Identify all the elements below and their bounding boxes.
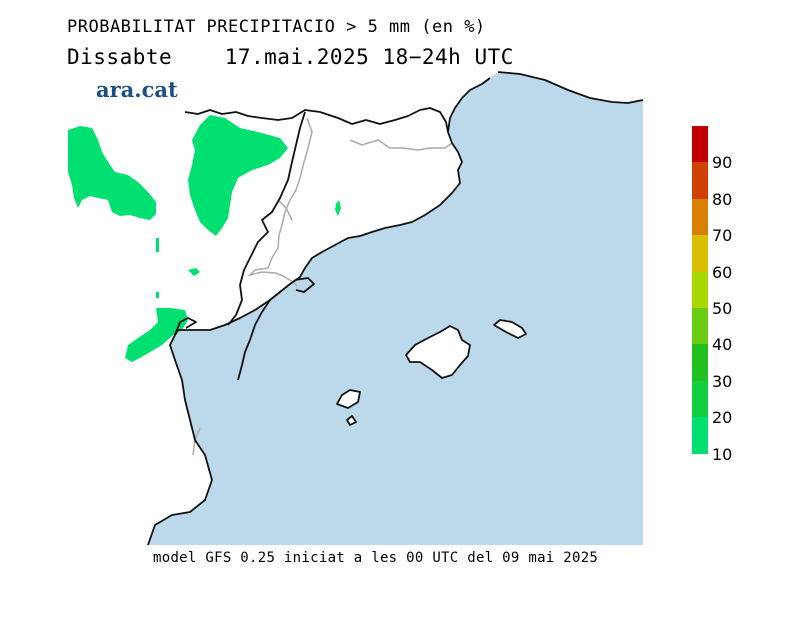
- legend-label-20: 20: [712, 408, 733, 428]
- ara-cat-logo[interactable]: ara.cat: [96, 77, 178, 102]
- map-title: PROBABILITAT PRECIPITACIO > 5 mm (en %): [67, 17, 486, 37]
- precip-speck-2: [156, 238, 159, 252]
- precip-area-west: [125, 308, 188, 362]
- legend-label-80: 80: [712, 189, 733, 209]
- precip-speck-4: [335, 200, 341, 216]
- valencia-border: [237, 299, 271, 381]
- legend-swatch-20: [692, 380, 708, 418]
- precip-area-northwest: [68, 126, 156, 220]
- legend-swatch-50: [692, 271, 708, 308]
- mallorca: [405, 325, 471, 379]
- legend-swatch-60: [692, 235, 708, 272]
- precip-speck-1: [156, 292, 159, 298]
- legend-label-60: 60: [712, 262, 733, 282]
- coastlines-and-borders: [147, 71, 644, 546]
- legend-swatch-10: [692, 417, 708, 454]
- france-coast: [497, 71, 644, 104]
- ebre-delta: [294, 277, 315, 293]
- legend-swatch-30: [692, 344, 708, 381]
- border-west: [174, 317, 197, 336]
- forecast-date: 17.mai.2025: [224, 45, 370, 69]
- menorca: [493, 319, 527, 339]
- legend-label-40: 40: [712, 335, 733, 355]
- formentera: [346, 415, 357, 426]
- legend-label-10: 10: [712, 444, 733, 464]
- forecast-day: Dissabte: [67, 45, 173, 69]
- eivissa: [336, 389, 361, 409]
- balearic-islands: [336, 319, 527, 426]
- forecast-time: Dissabte 17.mai.2025 18−24h UTC: [67, 45, 514, 69]
- forecast-period: 18−24h UTC: [382, 45, 514, 69]
- region-borders: [192, 117, 453, 456]
- legend-label-50: 50: [712, 299, 733, 318]
- legend-swatch-90: [692, 126, 708, 163]
- pyrenees-border: [184, 107, 449, 133]
- model-run-info: model GFS 0.25 iniciat a les 00 UTC del …: [153, 550, 599, 566]
- aragon-border: [227, 111, 306, 326]
- legend-label-30: 30: [712, 371, 733, 391]
- legend-swatch-80: [692, 162, 708, 199]
- precipitation-areas: [68, 115, 341, 362]
- legend-label-70: 70: [712, 226, 733, 246]
- precip-area-north: [188, 115, 288, 236]
- sea-area: [148, 72, 643, 545]
- legend-swatch-40: [692, 307, 708, 345]
- legend-swatch-70: [692, 198, 708, 236]
- precip-speck-3: [188, 268, 200, 276]
- legend-label-90: 90: [712, 153, 733, 173]
- mainland-coast: [147, 77, 491, 546]
- legend-color-bar: [692, 126, 708, 454]
